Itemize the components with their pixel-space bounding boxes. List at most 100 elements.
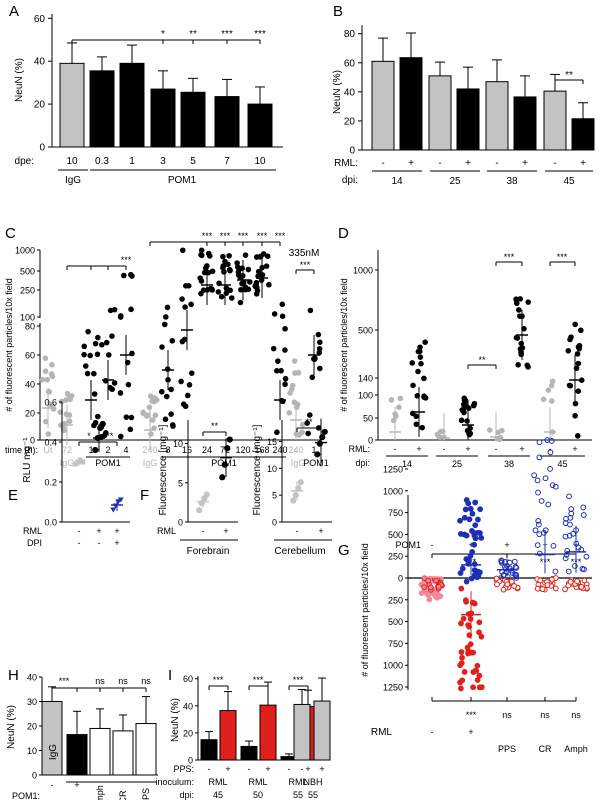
b-rml-sign: - bbox=[438, 158, 441, 169]
g-data-point-upper bbox=[469, 549, 476, 555]
i-pps-sign: + bbox=[265, 764, 270, 774]
c-data-point bbox=[121, 272, 127, 279]
i-pps-sign: - bbox=[288, 764, 291, 774]
h-inbar-label: IgG bbox=[48, 744, 59, 760]
c-data-point bbox=[102, 377, 109, 384]
c-data-point bbox=[163, 393, 170, 400]
g-data-point-lower bbox=[458, 620, 464, 627]
i-bar bbox=[313, 700, 331, 761]
a-bar bbox=[119, 62, 145, 148]
b-bar bbox=[485, 81, 509, 151]
c-data-point bbox=[237, 274, 244, 281]
g-data-point-upper bbox=[536, 550, 543, 557]
g-data-point-upper bbox=[547, 449, 554, 456]
g-data-point-upper bbox=[472, 499, 479, 506]
g-data-point-upper bbox=[562, 533, 569, 540]
c-data-point bbox=[317, 365, 323, 372]
e-rml-sign: + bbox=[114, 526, 119, 536]
b-rml-sign: - bbox=[495, 158, 498, 169]
c-data-point bbox=[220, 253, 226, 260]
a-bar bbox=[89, 70, 115, 148]
d-rml-sign: - bbox=[443, 444, 446, 454]
e-ytick-label: 0.0 bbox=[44, 518, 57, 528]
i-dpi-value: 55 bbox=[308, 790, 318, 800]
d-data-point bbox=[545, 387, 552, 393]
i-sig-1: *** bbox=[213, 675, 224, 685]
c-ytick-label: 1000 bbox=[15, 246, 35, 256]
g-data-point-lower bbox=[500, 586, 507, 593]
c-data-point bbox=[198, 278, 205, 284]
g-rml-label: RML bbox=[371, 727, 393, 738]
d-data-point bbox=[396, 404, 402, 411]
g-ytick-label: 1250 bbox=[383, 683, 403, 693]
c-data-point bbox=[123, 414, 130, 420]
g-data-point-upper bbox=[566, 493, 572, 500]
b-dpi-value: 45 bbox=[563, 176, 575, 187]
d-data-point bbox=[575, 388, 582, 394]
d-data-point bbox=[572, 321, 578, 328]
c-group-igg-3: IgG bbox=[291, 458, 306, 468]
a-ytick-label: 60 bbox=[34, 14, 46, 25]
b-bar bbox=[371, 60, 395, 151]
g-data-point-upper bbox=[462, 506, 469, 513]
c-data-point bbox=[307, 307, 314, 314]
a-bar bbox=[247, 103, 273, 148]
e-sig-2: *** bbox=[103, 431, 114, 441]
c-data-point bbox=[242, 286, 249, 293]
c-data-point bbox=[111, 306, 118, 313]
c-ytick-label: 20 bbox=[25, 409, 35, 419]
c-time-value: 2 bbox=[105, 445, 110, 455]
c-data-point bbox=[239, 280, 245, 287]
b-bar bbox=[399, 57, 423, 151]
f-data-point bbox=[221, 461, 228, 468]
b-ytick-label: 0 bbox=[349, 146, 355, 157]
panel-label-a: A bbox=[9, 3, 19, 20]
g-data-point-upper bbox=[471, 561, 478, 568]
e-dpi-label: DPI bbox=[27, 538, 42, 548]
d-y-axis-title: # of fluorescent particles/10x field bbox=[339, 278, 349, 412]
g-data-point-upper bbox=[463, 578, 470, 585]
c-data-point bbox=[289, 382, 296, 389]
f-data-point bbox=[321, 428, 328, 435]
c-data-point bbox=[148, 431, 154, 437]
c-data-point bbox=[42, 368, 49, 374]
d-data-point bbox=[495, 429, 501, 436]
panel-label-c: C bbox=[5, 225, 16, 242]
c-data-point bbox=[181, 336, 188, 343]
e-rml-sign: + bbox=[96, 526, 101, 536]
g-data-point-upper bbox=[535, 517, 542, 524]
a-group-label-igg: IgG bbox=[65, 175, 81, 186]
c-data-point bbox=[188, 370, 195, 376]
panel-label-b: B bbox=[333, 3, 343, 20]
h-category-label: CR bbox=[118, 790, 128, 800]
c-data-point bbox=[274, 429, 280, 436]
b-dpi-label: dpi: bbox=[342, 175, 358, 186]
d-rml-sign: - bbox=[549, 444, 552, 454]
d-data-point bbox=[470, 402, 477, 409]
d-data-point bbox=[516, 307, 522, 313]
g-data-point-lower bbox=[421, 584, 427, 591]
c-data-point bbox=[225, 287, 231, 293]
d-data-point bbox=[574, 351, 581, 357]
g-data-point-lower bbox=[433, 577, 439, 584]
g-data-point-upper bbox=[547, 465, 553, 472]
c-group-igg-2: IgG bbox=[143, 458, 158, 468]
a-bar bbox=[59, 62, 85, 148]
a-ytick-label: 20 bbox=[34, 100, 46, 111]
e-dpi-sign: + bbox=[114, 538, 119, 548]
c-data-point bbox=[275, 358, 281, 364]
g-data-point-upper bbox=[579, 565, 586, 572]
c-data-point bbox=[127, 426, 134, 433]
c-data-point bbox=[292, 370, 298, 376]
i-dpi-label: dpi: bbox=[179, 790, 194, 800]
d-rml-sign: + bbox=[465, 444, 470, 454]
c-data-point bbox=[287, 390, 293, 396]
i-sig-2: *** bbox=[253, 675, 264, 685]
g-data-point-lower bbox=[552, 585, 559, 592]
i-pps-sign: - bbox=[248, 764, 251, 774]
g-ytick-label: 750 bbox=[388, 639, 403, 649]
g-data-point-lower bbox=[465, 622, 472, 629]
f-ytick-label: 15 bbox=[267, 437, 277, 447]
g-data-point-lower bbox=[425, 577, 432, 584]
c-data-point bbox=[205, 250, 212, 257]
